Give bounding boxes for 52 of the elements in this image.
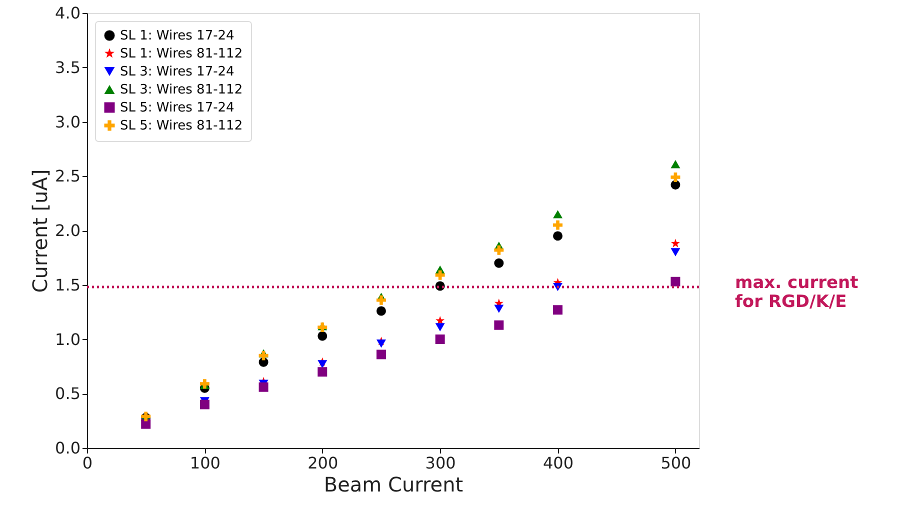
point xyxy=(258,382,268,392)
point xyxy=(435,270,445,280)
x-tick-label: 400 xyxy=(542,454,574,472)
legend-label: SL 5: Wires 81-112 xyxy=(120,118,243,134)
point xyxy=(553,231,563,241)
legend-label: SL 3: Wires 81-112 xyxy=(120,82,243,98)
legend-label: SL 5: Wires 17-24 xyxy=(120,100,234,116)
y-tick-label: 3.5 xyxy=(55,58,80,77)
y-tick-label: 2.0 xyxy=(55,221,80,240)
point xyxy=(200,400,210,410)
point xyxy=(258,350,268,360)
point xyxy=(435,323,445,332)
legend-label: SL 1: Wires 17-24 xyxy=(120,28,234,44)
point xyxy=(553,210,563,218)
point xyxy=(670,160,680,168)
point xyxy=(318,331,328,341)
point xyxy=(553,305,563,315)
legend-label: SL 1: Wires 81-112 xyxy=(120,46,243,62)
point xyxy=(670,180,680,190)
y-tick-label: 3.0 xyxy=(55,112,80,132)
point xyxy=(318,360,328,368)
point xyxy=(376,295,386,305)
x-tick-label: 500 xyxy=(660,454,692,472)
point xyxy=(435,334,445,344)
point xyxy=(670,276,680,286)
point xyxy=(494,245,504,255)
point xyxy=(376,350,386,360)
point xyxy=(141,419,151,429)
point xyxy=(376,339,386,348)
point xyxy=(670,172,680,182)
point xyxy=(376,306,386,316)
x-tick-label: 0 xyxy=(82,454,93,472)
point xyxy=(318,367,328,377)
x-tick-label: 200 xyxy=(308,454,338,472)
y-axis-title: Current [uA] xyxy=(28,169,52,293)
y-tick-label: 0.0 xyxy=(55,438,80,458)
point xyxy=(670,248,680,256)
point xyxy=(494,320,504,330)
point xyxy=(670,238,680,248)
point xyxy=(553,220,563,230)
x-tick-label: 300 xyxy=(425,454,456,472)
point xyxy=(494,258,504,268)
ref-line-label: max. current for RGD/K/E xyxy=(735,273,858,312)
y-tick-label: 1.5 xyxy=(55,275,80,294)
legend-label: SL 3: Wires 17-24 xyxy=(120,64,234,80)
x-tick-label: 100 xyxy=(190,454,220,472)
y-tick-label: 0.5 xyxy=(55,384,80,404)
x-axis-title: Beam Current xyxy=(324,472,464,496)
y-tick-label: 2.5 xyxy=(55,166,80,186)
point xyxy=(494,304,504,313)
y-tick-label: 1.0 xyxy=(55,330,80,349)
y-tick-label: 4.0 xyxy=(55,4,80,22)
